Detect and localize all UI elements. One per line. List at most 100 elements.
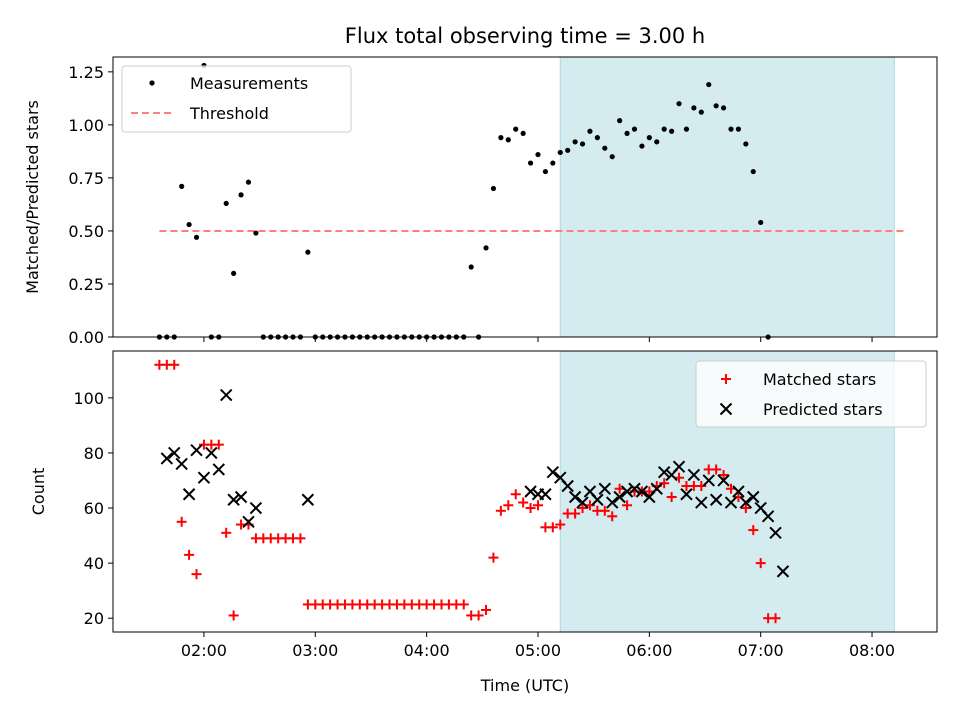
- matched-point: [711, 464, 722, 475]
- matched-point: [481, 604, 492, 615]
- legend-marker-measurements: [149, 80, 155, 86]
- matched-point: [607, 511, 618, 522]
- bottom-y-axis-label: Count: [29, 468, 48, 516]
- matched-point: [488, 552, 499, 563]
- measurement-point: [639, 143, 645, 149]
- bottom-legend-box: [695, 360, 927, 428]
- matched-point: [191, 569, 202, 580]
- predicted-point: [635, 485, 649, 498]
- predicted-point: [227, 493, 240, 506]
- predicted-point: [561, 479, 574, 493]
- matched-point: [547, 522, 558, 533]
- matched-point: [295, 533, 306, 544]
- matched-point: [169, 359, 180, 370]
- legend-label-predicted: Predicted stars: [763, 400, 883, 419]
- predicted-point: [234, 490, 248, 504]
- matched-point: [184, 549, 195, 560]
- matched-point: [740, 503, 751, 514]
- matched-point: [503, 500, 514, 511]
- predicted-point: [249, 501, 263, 515]
- predicted-point: [160, 452, 174, 465]
- measurement-point: [505, 137, 511, 143]
- measurement-point: [743, 141, 749, 147]
- measurement-point: [468, 264, 474, 270]
- observing-window-top: [559, 56, 895, 338]
- measurement-point: [706, 81, 712, 88]
- predicted-point: [739, 496, 753, 509]
- measurement-point: [698, 109, 704, 115]
- predicted-point: [182, 488, 196, 501]
- matched-point: [176, 516, 187, 527]
- predicted-point: [220, 388, 233, 402]
- chart-title: Flux total observing time = 3.00 h: [345, 24, 705, 48]
- legend-plus-marker: [721, 374, 731, 384]
- bottom-y-tick-label: 20: [84, 609, 104, 628]
- matched-point: [718, 469, 729, 480]
- measurement-point: [513, 126, 519, 132]
- matched-point: [510, 489, 521, 500]
- measurement-point: [498, 135, 504, 141]
- top-axes-frame: [112, 56, 938, 338]
- measurement-point: [542, 168, 549, 175]
- legend-marker-matched: [721, 374, 731, 384]
- top-legend: Measurements Threshold: [121, 65, 352, 133]
- x-tick-label: 06:00: [626, 641, 672, 660]
- measurement-point: [661, 126, 667, 132]
- predicted-point: [524, 485, 537, 498]
- matched-point: [518, 497, 529, 508]
- top-y-tick-label: 0.50: [68, 222, 104, 241]
- measurement-point: [735, 126, 742, 132]
- predicted-point: [657, 466, 671, 479]
- matched-point: [213, 439, 224, 450]
- top-y-tick-label: 0.25: [68, 275, 104, 294]
- predicted-point: [175, 457, 188, 471]
- measurement-point: [557, 149, 563, 156]
- predicted-point: [724, 496, 738, 509]
- top-y-tick-label: 1.00: [68, 116, 104, 135]
- x-axis-label: Time (UTC): [480, 676, 569, 695]
- top-y-tick-label: 1.25: [68, 63, 104, 82]
- measurement-point: [186, 221, 192, 228]
- measurement-point: [565, 147, 571, 153]
- predicted-point: [301, 493, 315, 506]
- measurement-point: [245, 179, 252, 185]
- measurement-point: [579, 141, 586, 147]
- measurement-point: [609, 154, 615, 160]
- matched-point: [748, 525, 759, 536]
- measurement-point: [631, 126, 638, 132]
- matched-point: [755, 558, 766, 569]
- predicted-point: [680, 488, 693, 501]
- predicted-point: [539, 488, 552, 501]
- legend-label-matched: Matched stars: [763, 370, 876, 389]
- matched-point: [555, 519, 566, 530]
- matched-point: [473, 610, 484, 621]
- measurement-point: [624, 130, 630, 136]
- matched-point: [733, 492, 744, 503]
- predicted-point: [598, 482, 612, 495]
- matched-point: [458, 599, 469, 610]
- measurement-point: [654, 139, 660, 145]
- predicted-point: [197, 471, 211, 484]
- bottom-y-tick-label: 100: [73, 389, 104, 408]
- predicted-point: [212, 463, 225, 476]
- matched-point: [770, 613, 781, 624]
- top-panel: 0.00 0.25 0.50 0.75 1.00 1.25 Matched/Predict…: [23, 56, 938, 347]
- measurement-point: [669, 128, 675, 134]
- legend-cross-marker: [719, 402, 733, 416]
- matched-point: [599, 505, 610, 516]
- matched-point: [622, 500, 633, 511]
- predicted-point: [776, 565, 790, 578]
- bottom-axes-frame: [112, 350, 938, 633]
- measurement-point: [193, 234, 200, 240]
- legend-marker-predicted: [719, 402, 733, 416]
- measurement-point: [231, 270, 237, 276]
- matched-point: [532, 500, 543, 511]
- matched-point: [525, 503, 536, 514]
- matched-point: [570, 508, 581, 519]
- measurement-point: [646, 135, 652, 141]
- top-x-ticks: [203, 337, 873, 342]
- measurement-point: [587, 128, 593, 134]
- predicted-point: [672, 460, 686, 473]
- predicted-point: [613, 490, 626, 504]
